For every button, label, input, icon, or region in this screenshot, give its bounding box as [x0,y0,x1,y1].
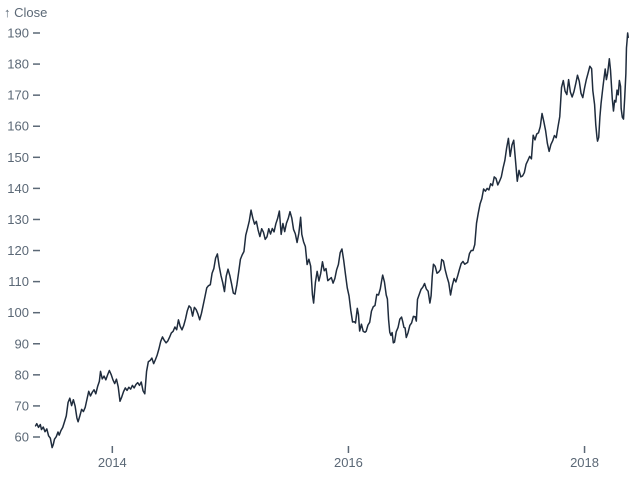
y-tick-label: 140 [7,181,29,196]
y-axis: 60 70 80 90 100 110 120 130 140 150 160 170 180 190 [7,26,40,445]
y-axis-title: ↑ Close [4,5,47,20]
y-tick-label: 90 [15,336,29,351]
x-tick-label: 2014 [98,455,127,470]
x-tick-label: 2018 [570,455,599,470]
y-tick-label: 100 [7,305,29,320]
y-tick-label: 110 [8,274,29,289]
y-tick-label: 70 [15,398,29,413]
y-tick-label: 190 [7,26,29,41]
x-axis: 2014 2016 2018 [98,446,599,470]
y-tick-label: 180 [7,57,29,72]
price-line [34,32,629,449]
y-tick-label: 80 [15,367,29,382]
y-tick-label: 170 [7,88,29,103]
x-tick-label: 2016 [334,455,363,470]
y-tick-label: 120 [7,243,29,258]
y-tick-label: 130 [7,212,29,227]
y-tick-label: 160 [7,119,29,134]
y-tick-label: 60 [15,430,29,445]
y-tick-label: 150 [7,150,29,165]
